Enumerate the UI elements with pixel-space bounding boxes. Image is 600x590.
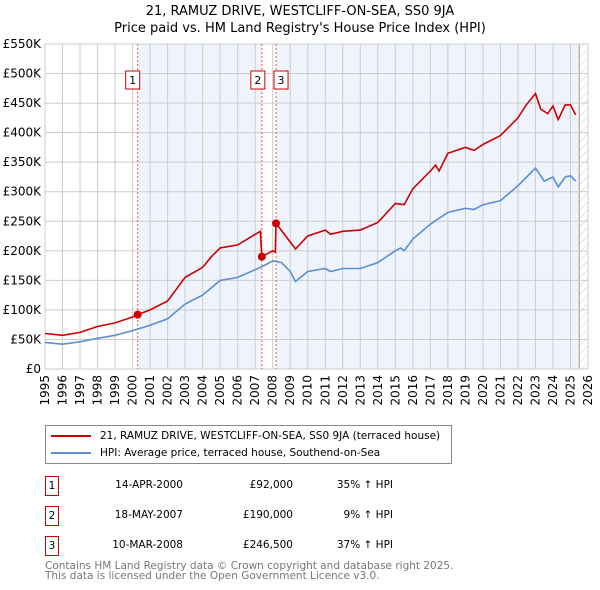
- x-tick-label: 2015: [388, 375, 402, 406]
- shaded-band: [137, 44, 262, 369]
- sale-label-box: [250, 70, 266, 90]
- x-tick-label: 2018: [441, 375, 455, 406]
- x-tick-label: 2020: [476, 375, 490, 406]
- y-tick-label: £400K: [3, 126, 43, 140]
- sale-price: £190,000: [242, 509, 293, 521]
- x-tick-label: 2007: [248, 375, 262, 406]
- sale-label: 1: [129, 74, 136, 87]
- plot-border: [44, 43, 589, 370]
- sale-marker-badge: 1: [45, 476, 59, 496]
- footer: Contains HM Land Registry data © Crown c…: [45, 560, 454, 582]
- footer-copyright: Contains HM Land Registry data © Crown c…: [45, 560, 454, 572]
- y-tick-label: £150K: [3, 273, 43, 287]
- chart-subtitle: Price paid vs. HM Land Registry's House …: [114, 21, 486, 36]
- x-tick-label: 1998: [91, 375, 105, 406]
- sale-date: 18-MAY-2007: [114, 509, 183, 521]
- property-price-line: [44, 91, 577, 337]
- x-tick-label: 2006: [231, 375, 245, 406]
- y-tick-label: £200K: [3, 244, 43, 258]
- sale-row: 1 14-APR-2000 £92,000 35% ↑ HPI: [45, 476, 445, 496]
- y-tick-label: £50K: [10, 332, 42, 346]
- sale-hpi-diff: 35% ↑ HPI: [336, 479, 393, 491]
- x-tick-label: 2013: [353, 375, 367, 406]
- x-tick-label: 2021: [493, 375, 507, 406]
- x-tick-label: 2002: [161, 375, 175, 406]
- sale-point: [257, 252, 266, 261]
- x-tick-label: 1996: [56, 375, 70, 406]
- sale-price: £92,000: [249, 479, 293, 491]
- y-tick-label: £500K: [3, 67, 43, 81]
- x-tick-label: 1995: [38, 375, 52, 406]
- x-tick-label: 1997: [73, 375, 87, 406]
- sale-marker-badge: 2: [45, 506, 59, 526]
- sale-date: 10-MAR-2008: [112, 539, 183, 551]
- x-tick-label: 2016: [406, 375, 420, 406]
- legend-blue-line: [51, 452, 91, 454]
- y-tick-label: £450K: [3, 96, 43, 110]
- sale-label-box: [125, 70, 141, 90]
- sale-price: £246,500: [242, 539, 293, 551]
- legend: 21, RAMUZ DRIVE, WESTCLIFF-ON-SEA, SS0 9…: [45, 425, 452, 464]
- x-tick-label: 2003: [178, 375, 192, 406]
- sale-row: 2 18-MAY-2007 £190,000 9% ↑ HPI: [45, 506, 445, 526]
- footer-licence: This data is licensed under the Open Gov…: [45, 570, 380, 582]
- x-tick-label: 2024: [546, 375, 560, 406]
- chart-title: 21, RAMUZ DRIVE, WESTCLIFF-ON-SEA, SS0 9…: [145, 4, 455, 19]
- price-chart: £0 £50K £100K £150K £200K £250K £300K £350K £400…: [3, 37, 595, 406]
- legend-label-property: 21, RAMUZ DRIVE, WESTCLIFF-ON-SEA, SS0 9…: [100, 430, 441, 442]
- x-tick-label: 2010: [301, 375, 315, 406]
- x-tick-label: 2001: [143, 375, 157, 406]
- sale-row: 3 10-MAR-2008 £246,500 37% ↑ HPI: [45, 536, 445, 556]
- legend-red-line: [51, 435, 91, 437]
- x-tick-label: 2008: [266, 375, 280, 406]
- x-tick-label: 2026: [581, 375, 595, 406]
- x-tick-label: 1999: [108, 375, 122, 406]
- sale-date: 14-APR-2000: [115, 479, 183, 491]
- sale-label-box: [273, 70, 289, 90]
- x-tick-label: 2009: [283, 375, 297, 406]
- y-tick-label: £550K: [3, 37, 43, 51]
- y-tick-label: £250K: [3, 214, 43, 228]
- x-tick-label: 2012: [336, 375, 350, 406]
- x-tick-label: 2005: [213, 375, 227, 406]
- x-tick-label: 2023: [528, 375, 542, 406]
- sale-point: [272, 219, 281, 228]
- x-tick-label: 2025: [563, 375, 577, 406]
- y-tick-label: £350K: [3, 155, 43, 169]
- forecast-hatch: [579, 44, 588, 369]
- y-tick-label: £0: [26, 362, 41, 376]
- legend-label-hpi: HPI: Average price, terraced house, Sout…: [100, 447, 381, 459]
- x-tick-label: 2022: [511, 375, 525, 406]
- x-tick-label: 2017: [423, 375, 437, 406]
- y-tick-label: £300K: [3, 185, 43, 199]
- sale-label: 2: [254, 74, 261, 87]
- hpi-line: [44, 166, 577, 346]
- x-tick-label: 2019: [458, 375, 472, 406]
- y-tick-label: £100K: [3, 303, 43, 317]
- sale-marker-badge: 3: [45, 536, 59, 556]
- sale-point: [133, 310, 142, 319]
- x-tick-label: 2011: [318, 375, 332, 406]
- sale-hpi-diff: 9% ↑ HPI: [343, 509, 393, 521]
- sale-label: 3: [278, 74, 285, 87]
- shaded-band: [276, 44, 580, 369]
- x-tick-label: 2004: [196, 375, 210, 406]
- sale-hpi-diff: 37% ↑ HPI: [336, 539, 393, 551]
- x-tick-label: 2000: [126, 375, 140, 406]
- x-tick-label: 2014: [371, 375, 385, 406]
